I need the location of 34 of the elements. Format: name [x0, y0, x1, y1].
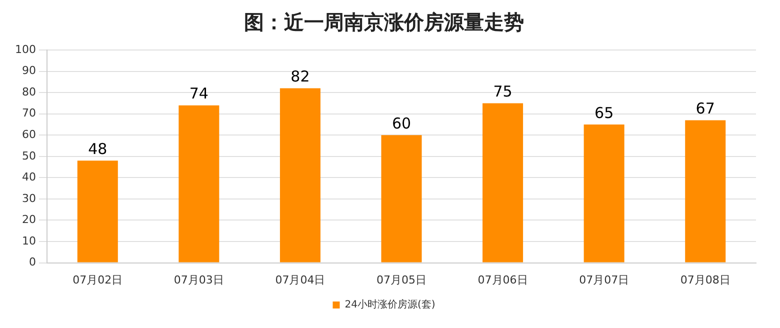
x-tick-label: 07月06日	[478, 273, 528, 286]
bar	[280, 88, 320, 262]
data-label: 82	[290, 68, 310, 86]
bar	[381, 135, 422, 262]
data-label: 74	[189, 84, 208, 103]
bar	[178, 105, 220, 262]
x-tick-label: 07月04日	[275, 273, 326, 286]
data-label: 67	[696, 100, 715, 118]
x-tick-label: 07月07日	[579, 273, 630, 286]
data-label: 75	[493, 82, 512, 101]
bar	[482, 103, 524, 262]
y-tick-label: 20	[22, 213, 36, 226]
y-tick-label: 40	[22, 170, 36, 184]
x-tick-label: 07月02日	[72, 273, 123, 286]
x-tick-label: 07月08日	[680, 273, 730, 286]
y-tick-label: 60	[22, 128, 36, 141]
y-tick-label: 0	[28, 256, 36, 269]
legend-label: 24小时涨价房源(套)	[344, 298, 436, 311]
bar	[685, 120, 726, 262]
y-tick-label: 100	[14, 42, 36, 56]
data-label: 60	[392, 114, 412, 133]
bar	[584, 124, 624, 262]
y-tick-label: 50	[22, 149, 36, 162]
x-tick-label: 07月05日	[376, 273, 426, 286]
bar	[77, 160, 118, 262]
y-tick-label: 10	[22, 234, 36, 248]
y-tick-label: 30	[22, 192, 36, 205]
chart-title: 图：近一周南京涨价房源量走势	[244, 10, 524, 34]
data-label: 65	[594, 104, 614, 122]
y-tick-label: 70	[22, 106, 36, 120]
data-label: 48	[88, 140, 108, 158]
y-tick-label: 80	[22, 85, 36, 98]
x-tick-label: 07月03日	[174, 273, 224, 286]
y-tick-label: 90	[22, 64, 36, 78]
